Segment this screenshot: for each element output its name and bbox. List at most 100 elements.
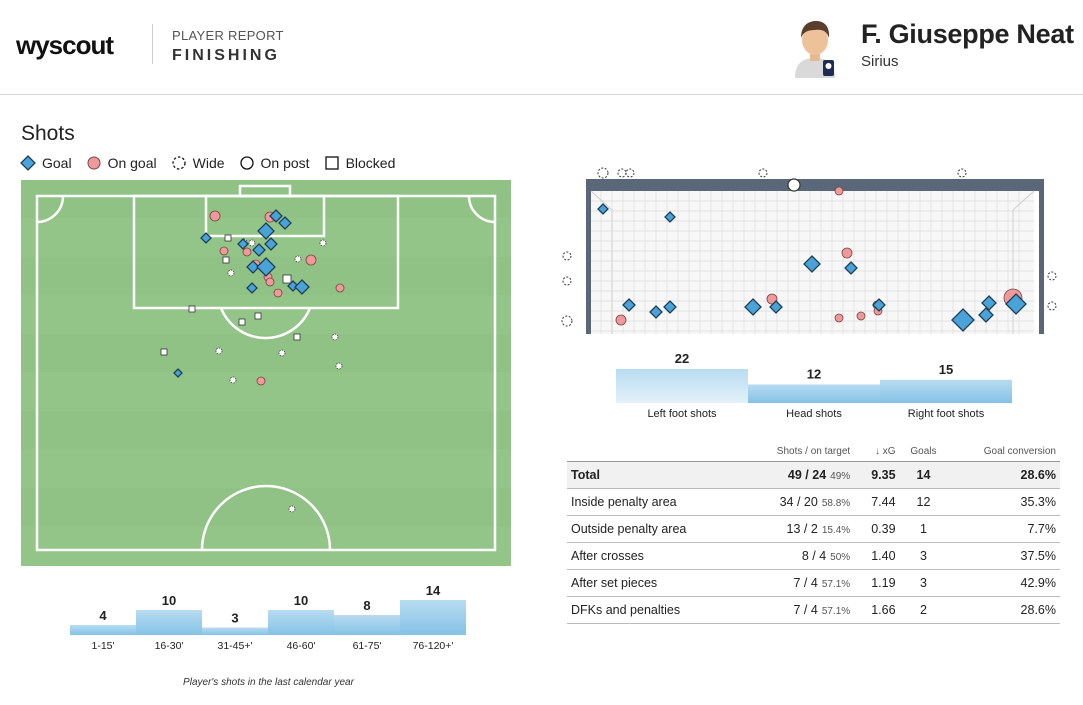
wide-shot-mark[interactable] [625, 168, 635, 178]
on-goal-shot-mark[interactable] [841, 247, 853, 259]
legend-label: Goal [42, 155, 72, 171]
goal-shot-mark[interactable] [951, 308, 975, 332]
blocked-shot-mark[interactable] [254, 312, 262, 320]
wide-shot-mark[interactable] [562, 276, 572, 286]
goal-shot-mark[interactable] [978, 307, 994, 323]
row-label-value: Inside penalty area [571, 494, 677, 509]
row-shots: 34 / 20 58.8% [740, 488, 855, 516]
wide-shot-mark[interactable] [1047, 271, 1057, 281]
body-part-bar[interactable] [748, 384, 880, 403]
time-interval-value: 10 [294, 593, 308, 608]
table-row[interactable]: Inside penalty area 34 / 20 58.8% 7.44 12 35.… [567, 488, 1060, 516]
row-label-value: DFKs and penalties [571, 602, 681, 617]
blocked-shot-mark[interactable] [160, 348, 168, 356]
blocked-shot-mark[interactable] [222, 256, 230, 264]
time-interval-bar[interactable] [400, 600, 466, 635]
goal-shot-mark[interactable] [664, 211, 676, 223]
blocked-shot-mark[interactable] [282, 274, 292, 284]
table-row[interactable]: After crosses 8 / 4 50% 1.40 3 37.5% [567, 542, 1060, 570]
wide-shot-mark[interactable] [597, 167, 609, 179]
wide-shot-mark[interactable] [562, 251, 572, 261]
goal-shot-mark[interactable] [1005, 293, 1027, 315]
wide-shot-mark[interactable] [1047, 301, 1057, 311]
on-goal-shot-mark[interactable] [219, 246, 229, 256]
goal-shot-mark[interactable] [246, 260, 260, 274]
goal-shot-mark[interactable] [844, 261, 858, 275]
on-post-shot-mark[interactable] [787, 178, 801, 192]
table-row[interactable]: DFKs and penalties 7 / 4 57.1% 1.66 2 28.6% [567, 596, 1060, 624]
time-interval-bar[interactable] [268, 610, 334, 635]
wide-shot-mark[interactable] [561, 315, 573, 327]
on-goal-shot-mark[interactable] [256, 376, 266, 386]
table-row[interactable]: Outside penalty area 13 / 2 15.4% 0.39 1 7.7% [567, 515, 1060, 543]
wide-shot-mark[interactable] [288, 505, 296, 513]
goal-shot-mark[interactable] [237, 238, 249, 250]
goal-shot-mark[interactable] [803, 255, 821, 273]
goal-shot-mark[interactable] [278, 216, 292, 230]
on-goal-shot-mark[interactable] [834, 186, 844, 196]
wide-shot-mark[interactable] [227, 269, 235, 277]
time-interval-bar[interactable] [334, 615, 400, 635]
wide-shot-mark[interactable] [229, 376, 237, 384]
goal-shot-mark[interactable] [173, 368, 183, 378]
row-label-value: After set pieces [571, 575, 658, 590]
row-conversion: 7.7% [947, 515, 1060, 543]
goal-shot-mark[interactable] [294, 279, 310, 295]
on-goal-shot-mark[interactable] [209, 210, 221, 222]
wide-shot-mark[interactable] [758, 168, 768, 178]
goal-shot-mark[interactable] [649, 305, 663, 319]
player-name: F. Giuseppe Neat [861, 19, 1074, 49]
on-goal-circle-icon [87, 156, 101, 170]
wide-shot-mark[interactable] [319, 239, 327, 247]
wide-shot-mark[interactable] [278, 349, 286, 357]
wide-shot-mark[interactable] [331, 333, 339, 341]
goal-shot-mark[interactable] [256, 257, 276, 277]
on-goal-shot-mark[interactable] [335, 283, 345, 293]
wide-shot-mark[interactable] [957, 168, 967, 178]
time-interval-label: 61-75' [353, 640, 382, 652]
on-goal-shot-mark[interactable] [856, 311, 866, 321]
goal-shot-mark[interactable] [252, 243, 266, 257]
on-goal-shot-mark[interactable] [615, 314, 627, 326]
goal-shot-mark[interactable] [264, 237, 278, 251]
on-goal-shot-mark[interactable] [273, 288, 283, 298]
time-interval-bar[interactable] [70, 625, 136, 635]
goal-shot-mark[interactable] [769, 300, 783, 314]
time-interval-bar[interactable] [136, 610, 202, 635]
col-header-shots[interactable]: Shots / on target [740, 443, 855, 462]
blocked-shot-mark[interactable] [293, 333, 301, 341]
on-goal-shot-mark[interactable] [834, 313, 844, 323]
wide-shot-mark[interactable] [335, 362, 343, 370]
table-row[interactable]: Total 49 / 24 49% 9.35 14 28.6% [567, 461, 1060, 489]
legend-on-goal: On goal [86, 155, 157, 171]
goal-shot-mark[interactable] [246, 282, 258, 294]
on-goal-shot-mark[interactable] [305, 254, 317, 266]
goal-shot-mark[interactable] [269, 209, 283, 223]
goal-shot-mark[interactable] [257, 222, 275, 240]
col-header-conversion[interactable]: Goal conversion [947, 443, 1060, 462]
body-part-bar[interactable] [616, 369, 748, 403]
on-goal-shot-mark[interactable] [766, 293, 778, 305]
goal-shot-mark[interactable] [287, 280, 299, 292]
col-header-xg[interactable]: ↓ xG [854, 443, 900, 462]
table-row[interactable]: After set pieces 7 / 4 57.1% 1.19 3 42.9% [567, 569, 1060, 597]
blocked-shot-mark[interactable] [224, 234, 232, 242]
wide-shot-mark[interactable] [294, 255, 302, 263]
goal-shot-mark[interactable] [663, 300, 677, 314]
goal-shot-mark[interactable] [872, 298, 886, 312]
blocked-shot-mark[interactable] [238, 318, 246, 326]
time-interval-bar[interactable] [202, 627, 268, 636]
goal-shot-mark[interactable] [744, 298, 762, 316]
wide-shot-mark[interactable] [248, 239, 256, 247]
wide-shot-mark[interactable] [617, 168, 627, 178]
blocked-shot-mark[interactable] [188, 305, 196, 313]
goal-shot-mark[interactable] [597, 203, 609, 215]
on-goal-shot-mark[interactable] [242, 247, 252, 257]
goal-shot-mark[interactable] [622, 298, 636, 312]
body-part-bar[interactable] [880, 379, 1012, 403]
goal-shot-mark[interactable] [200, 232, 212, 244]
wide-shot-mark[interactable] [215, 347, 223, 355]
goal-shot-mark[interactable] [981, 295, 997, 311]
col-header-goals[interactable]: Goals [899, 443, 948, 462]
on-goal-shot-mark[interactable] [265, 277, 275, 287]
